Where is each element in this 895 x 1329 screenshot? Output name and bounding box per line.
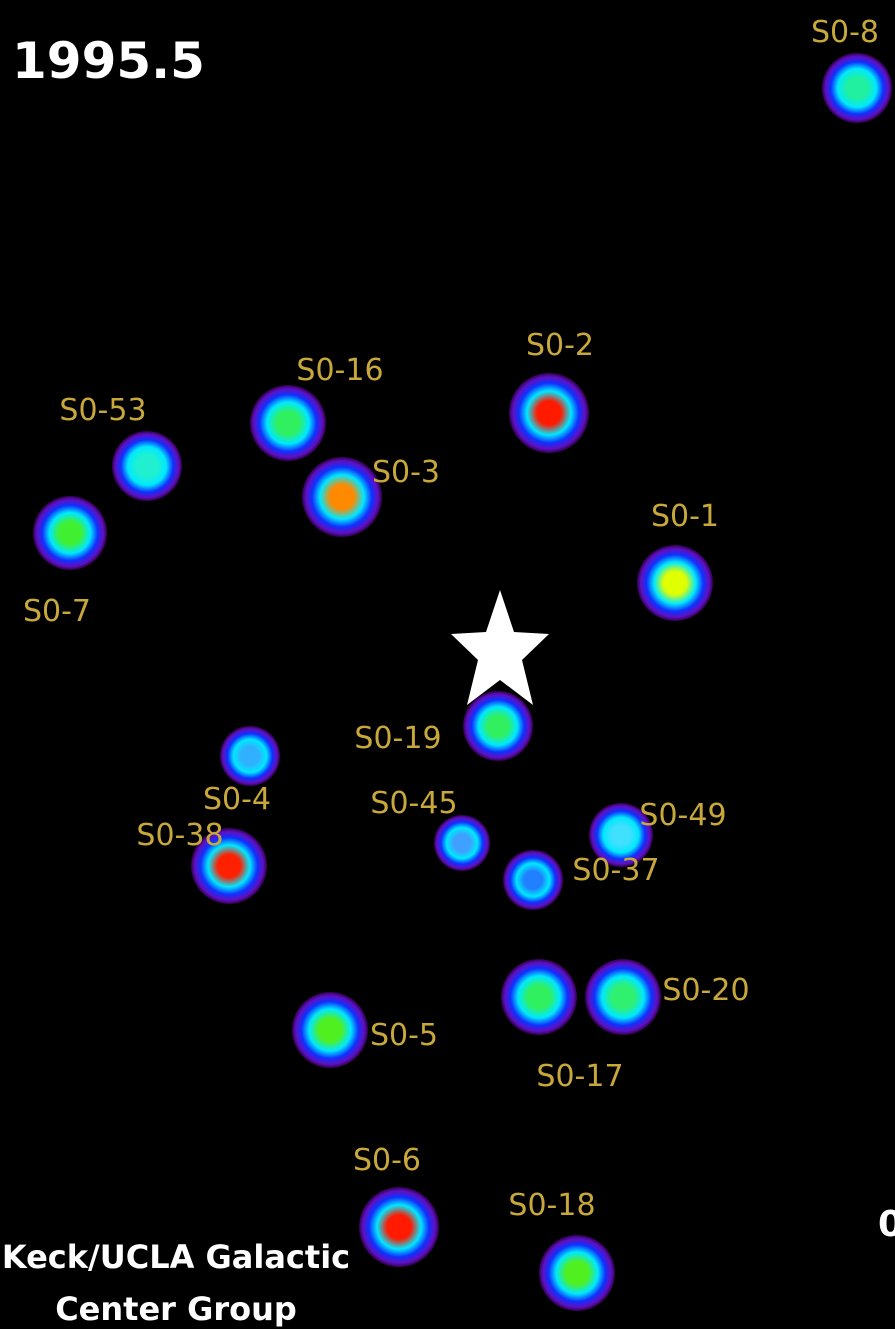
star-label: S0-8 <box>811 15 879 50</box>
star-blob <box>33 496 107 570</box>
star-label: S0-18 <box>508 1188 595 1223</box>
epoch: 1995.5 <box>12 32 205 90</box>
star-blob <box>509 373 589 453</box>
star-blob <box>585 959 661 1035</box>
star-blob <box>503 850 563 910</box>
star-blob <box>501 959 577 1035</box>
star-label: S0-7 <box>23 594 91 629</box>
star-label: S0-38 <box>136 818 223 853</box>
star-blob <box>539 1235 615 1311</box>
star-blob <box>191 828 267 904</box>
star-blob <box>589 803 653 867</box>
star-label: S0-6 <box>353 1143 421 1178</box>
black-hole-marker <box>451 590 549 705</box>
star-label: S0-45 <box>370 786 457 821</box>
star-blob <box>250 385 326 461</box>
star-label: S0-16 <box>296 353 383 388</box>
star-label: S0-49 <box>639 798 726 833</box>
star-label: S0-37 <box>572 853 659 888</box>
star-label: S0-4 <box>203 782 271 817</box>
star-label: S0-1 <box>651 499 719 534</box>
star-label: S0-3 <box>372 455 440 490</box>
credit-line: Center Group <box>55 1290 297 1328</box>
star-blob <box>637 545 713 621</box>
star-label: S0-2 <box>526 328 594 363</box>
star-blob <box>112 431 182 501</box>
star-label: S0-20 <box>662 973 749 1008</box>
star-blob <box>292 992 368 1068</box>
star-label: S0-19 <box>354 721 441 756</box>
scale-label: 0 <box>878 1204 895 1245</box>
star-label: S0-53 <box>59 393 146 428</box>
star-blob <box>302 457 382 537</box>
star-blob <box>220 726 280 786</box>
star-blob <box>463 691 533 761</box>
star-label: S0-5 <box>370 1018 438 1053</box>
star-blob <box>822 53 892 123</box>
star-blob <box>434 815 490 871</box>
star-blob <box>359 1187 439 1267</box>
credit-line: Keck/UCLA Galactic <box>2 1238 350 1276</box>
star-label: S0-17 <box>536 1059 623 1094</box>
